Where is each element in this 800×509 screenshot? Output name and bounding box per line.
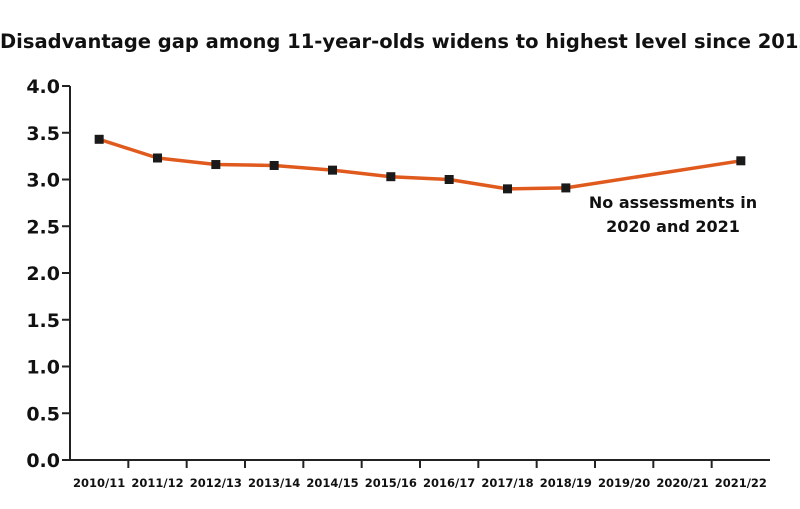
data-point bbox=[444, 175, 454, 184]
series-line bbox=[98, 137, 742, 191]
x-tick-label: 2015/16 bbox=[365, 476, 417, 490]
x-tick-label: 2012/13 bbox=[190, 476, 242, 490]
y-ticks: 0.0 0.5 1.0 1.5 2.0 2.5 3.0 3.5 4.0 bbox=[26, 76, 70, 472]
data-point bbox=[328, 165, 337, 175]
y-tick-label: 2.5 bbox=[26, 216, 60, 238]
y-tick-label: 2.0 bbox=[26, 263, 60, 285]
y-tick-label: 0.0 bbox=[26, 450, 60, 472]
data-point bbox=[503, 184, 512, 194]
y-tick-label: 3.5 bbox=[26, 123, 60, 145]
x-tick-label: 2011/12 bbox=[131, 476, 183, 490]
y-tick-label: 1.0 bbox=[26, 357, 60, 379]
x-tick-label: 2013/14 bbox=[248, 476, 300, 490]
data-point bbox=[561, 183, 571, 193]
data-point bbox=[736, 156, 746, 166]
series-markers bbox=[94, 134, 746, 194]
data-point bbox=[94, 134, 104, 144]
x-tick-label: 2019/20 bbox=[598, 476, 650, 490]
y-tick-label: 4.0 bbox=[26, 76, 60, 98]
y-tick-label: 3.0 bbox=[26, 170, 60, 192]
x-tick-label: 2018/19 bbox=[540, 476, 592, 490]
y-tick-label: 1.5 bbox=[26, 310, 60, 332]
y-tick-label: 0.5 bbox=[26, 403, 60, 425]
x-tick-label: 2014/15 bbox=[306, 476, 358, 490]
data-point bbox=[269, 160, 279, 170]
data-point bbox=[211, 160, 221, 170]
x-ticks: 2010/11 2011/12 2012/13 2013/14 2014/15 2015/… bbox=[73, 460, 767, 490]
annotation-line-2: 2020 and 2021 bbox=[606, 217, 740, 236]
x-tick-label: 2010/11 bbox=[73, 476, 125, 490]
x-tick-label: 2017/18 bbox=[481, 476, 533, 490]
chart-title: Disadvantage gap among 11-year-olds wide… bbox=[0, 30, 800, 53]
annotation-line-1: No assessments in bbox=[589, 193, 757, 212]
x-tick-label: 2016/17 bbox=[423, 476, 475, 490]
data-point bbox=[153, 153, 162, 163]
data-point bbox=[386, 172, 396, 182]
x-tick-label: 2020/21 bbox=[656, 476, 708, 490]
x-tick-label: 2021/22 bbox=[715, 476, 767, 490]
